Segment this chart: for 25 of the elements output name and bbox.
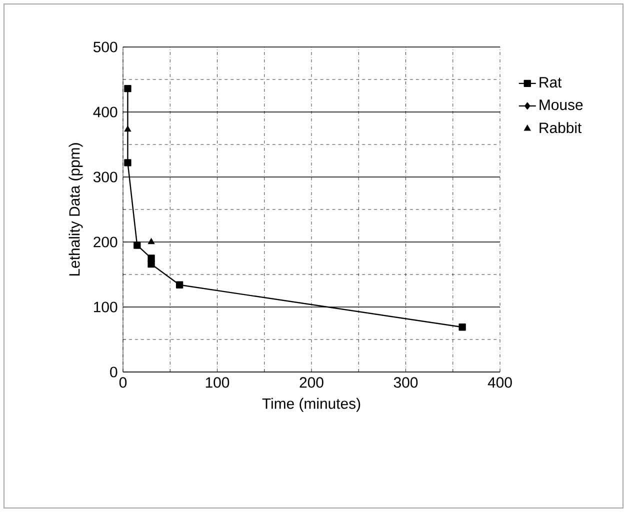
x-axis-title: Time (minutes) (262, 398, 360, 412)
legend-label: Mouse (540, 100, 583, 110)
point (134, 242, 141, 249)
x-tick-label: 0 (119, 377, 127, 388)
point (124, 126, 131, 132)
x-tick-label: 200 (300, 377, 324, 388)
legend-label: Rat (540, 77, 562, 88)
legend-label: Rabbit (540, 122, 582, 134)
point (148, 238, 154, 244)
point (458, 324, 466, 331)
point (148, 254, 155, 262)
y-tick-label: 400 (93, 106, 118, 118)
x-tick-label: 400 (488, 377, 512, 388)
point (124, 159, 132, 166)
y-tick-label: 100 (94, 302, 118, 312)
y-tick-label: 0 (110, 366, 118, 378)
y-tick-label: 500 (93, 42, 118, 52)
y-tick-label: 300 (93, 172, 118, 182)
point (176, 281, 184, 288)
x-tick-label: 300 (394, 377, 418, 388)
y-tick-label: 200 (94, 236, 118, 248)
point (148, 260, 155, 268)
y-axis-title: Lethality Data (ppm) (68, 143, 83, 276)
point (124, 85, 132, 92)
x-tick-label: 100 (206, 377, 230, 388)
